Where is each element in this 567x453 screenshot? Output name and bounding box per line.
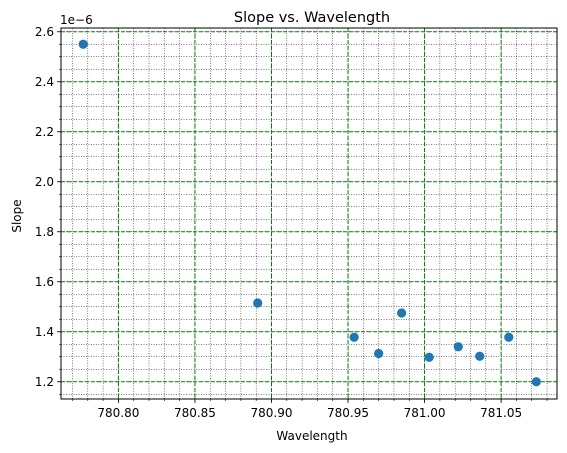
- x-axis-label: Wavelength: [276, 429, 347, 443]
- x-tick-label: 780.90: [250, 406, 292, 420]
- y-tick-label: 2.6: [35, 25, 54, 39]
- data-point: [349, 332, 359, 342]
- y-tick-label: 1.4: [35, 325, 54, 339]
- major-grid: [61, 28, 557, 399]
- x-tick-label: 781.05: [480, 406, 522, 420]
- x-tick-label: 780.85: [174, 406, 216, 420]
- data-point: [504, 332, 514, 342]
- y-offset-label: 1e−6: [60, 13, 93, 27]
- y-axis-label: Slope: [10, 199, 24, 232]
- y-tick-label: 1.2: [35, 375, 54, 389]
- data-point: [374, 348, 384, 359]
- data-points: [78, 39, 541, 387]
- data-point: [424, 352, 434, 362]
- data-point: [397, 308, 407, 318]
- x-tick-label: 780.80: [97, 406, 139, 420]
- tick-labels: 780.80 780.85 780.90 780.95 781.00 781.05 1.2 1…: [35, 25, 522, 420]
- chart-title: Slope vs. Wavelength: [234, 10, 390, 26]
- data-point: [475, 351, 485, 361]
- y-tick-label: 1.8: [35, 225, 54, 239]
- x-tick-label: 780.95: [327, 406, 369, 420]
- data-point: [453, 342, 463, 352]
- y-tick-label: 2.4: [35, 75, 54, 89]
- data-point: [253, 298, 263, 308]
- minor-grid: [61, 28, 557, 399]
- data-point: [531, 377, 541, 387]
- plot-frame: [60, 27, 558, 400]
- data-point: [78, 39, 88, 49]
- y-tick-label: 2.2: [35, 125, 54, 139]
- x-tick-label: 781.00: [404, 406, 446, 420]
- y-tick-label: 1.6: [35, 275, 54, 289]
- y-tick-label: 2.0: [35, 175, 54, 189]
